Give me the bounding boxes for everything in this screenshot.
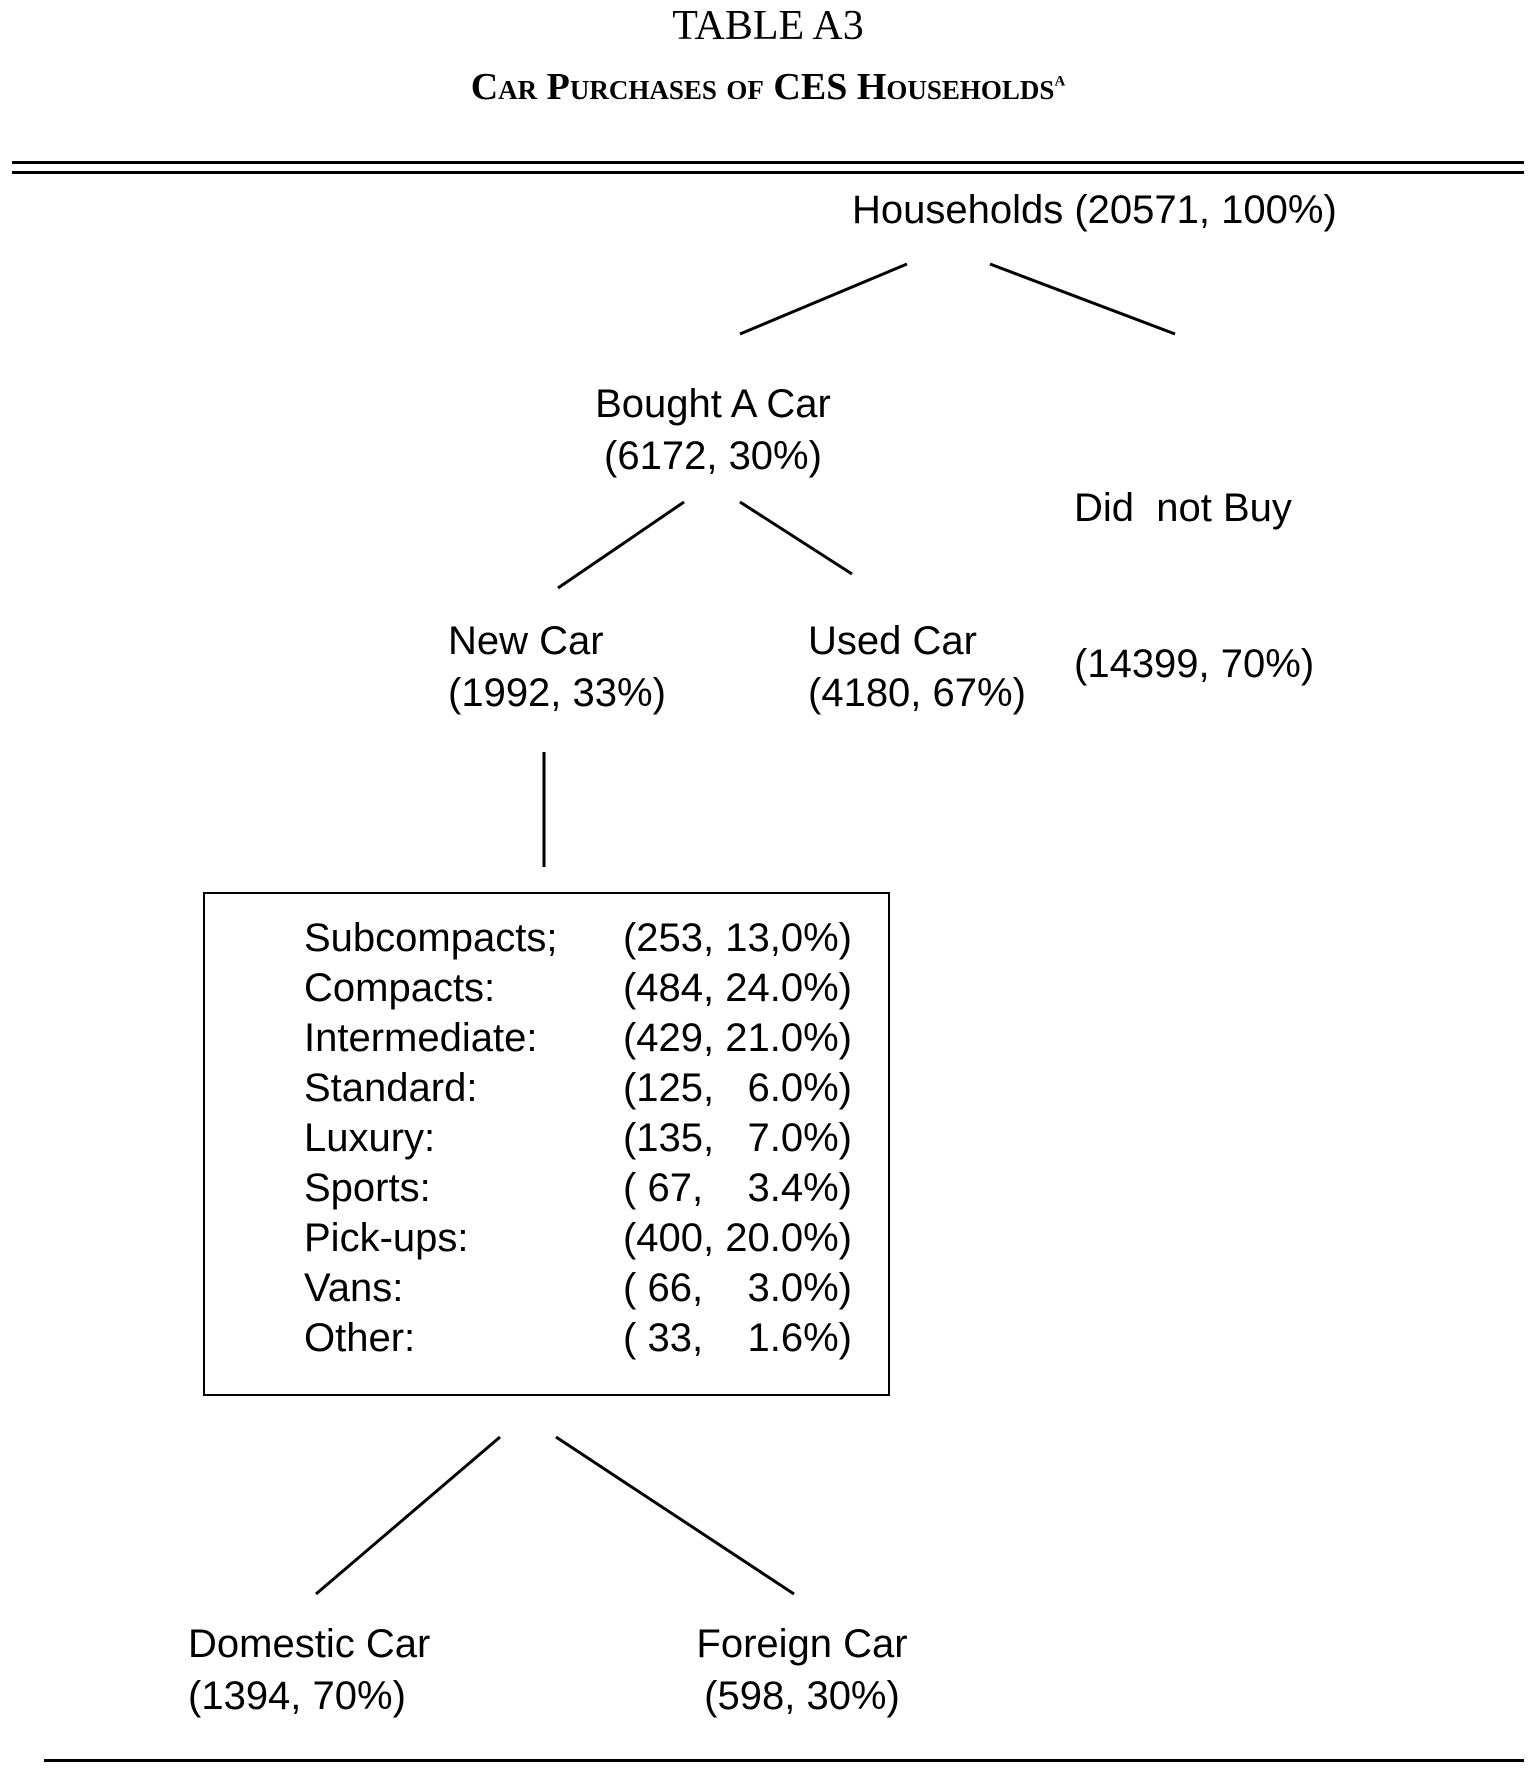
category-label: Sports: bbox=[304, 1166, 431, 1210]
node-bought-a-car: Bought A Car (6172, 30%) bbox=[570, 378, 856, 482]
category-label: Vans: bbox=[304, 1266, 404, 1310]
category-label: Subcompacts; bbox=[304, 916, 558, 960]
category-value: (484, 24.0%) bbox=[622, 966, 852, 1010]
category-row: Other: ( 33, 1.6%) bbox=[205, 1313, 892, 1363]
car-category-box: Subcompacts; (253, 13,0%) Compacts: (484… bbox=[203, 892, 890, 1396]
top-rule-1 bbox=[12, 161, 1524, 164]
foreign-value: (598, 30%) bbox=[704, 1674, 900, 1718]
node-foreign-car: Foreign Car (598, 30%) bbox=[684, 1618, 920, 1722]
domestic-value: (1394, 70%) bbox=[188, 1674, 406, 1718]
used-car-value: (4180, 67%) bbox=[808, 671, 1026, 715]
edge-bought-used bbox=[739, 500, 853, 576]
category-value: ( 66, 3.0%) bbox=[623, 1266, 852, 1310]
category-row: Pick-ups: (400, 20.0%) bbox=[205, 1213, 892, 1263]
category-label: Intermediate: bbox=[304, 1016, 538, 1060]
node-domestic-car: Domestic Car (1394, 70%) bbox=[188, 1618, 430, 1722]
table-title: TABLE A3 bbox=[672, 3, 864, 49]
category-label: Luxury: bbox=[304, 1116, 436, 1160]
node-households: Households (20571, 100%) bbox=[852, 184, 1337, 236]
edge-categories-foreign bbox=[555, 1435, 795, 1596]
node-new-car: New Car (1992, 33%) bbox=[448, 615, 666, 719]
category-row: Compacts: (484, 24.0%) bbox=[205, 963, 892, 1013]
category-value: ( 33, 1.6%) bbox=[623, 1316, 852, 1360]
table-subtitle: Car Purchases of CES Householdsa bbox=[0, 64, 1536, 110]
category-label: Other: bbox=[304, 1316, 416, 1360]
top-rule-2 bbox=[12, 171, 1524, 174]
did-not-buy-value: (14399, 70%) bbox=[1074, 642, 1315, 686]
node-used-car: Used Car (4180, 67%) bbox=[808, 615, 1026, 719]
category-row: Subcompacts; (253, 13,0%) bbox=[205, 913, 892, 963]
households-label: Households (20571, 100%) bbox=[852, 188, 1337, 232]
edge-root-didnotbuy bbox=[989, 262, 1176, 336]
foreign-label: Foreign Car bbox=[696, 1622, 908, 1666]
category-row: Luxury: (135, 7.0%) bbox=[205, 1113, 892, 1163]
category-value: (135, 7.0%) bbox=[622, 1116, 852, 1160]
category-value: (429, 21.0%) bbox=[622, 1016, 852, 1060]
category-label: Pick-ups: bbox=[304, 1216, 469, 1260]
category-row: Vans: ( 66, 3.0%) bbox=[205, 1263, 892, 1313]
bottom-rule bbox=[44, 1759, 1524, 1762]
new-car-value: (1992, 33%) bbox=[448, 671, 666, 715]
domestic-label: Domestic Car bbox=[188, 1622, 431, 1666]
category-value: (253, 13,0%) bbox=[622, 916, 852, 960]
category-label: Standard: bbox=[304, 1066, 478, 1110]
bought-label: Bought A Car bbox=[595, 382, 831, 426]
used-car-label: Used Car bbox=[808, 619, 977, 663]
category-value: (400, 20.0%) bbox=[622, 1216, 852, 1260]
did-not-buy-label: Did not Buy bbox=[1074, 486, 1292, 530]
edge-bought-new bbox=[557, 500, 685, 590]
category-label: Compacts: bbox=[304, 966, 496, 1010]
category-value: ( 67, 3.4%) bbox=[623, 1166, 852, 1210]
footnote-marker: a bbox=[1054, 65, 1066, 91]
edge-root-bought bbox=[739, 262, 908, 336]
category-row: Sports: ( 67, 3.4%) bbox=[205, 1163, 892, 1213]
subtitle-text: Car Purchases of CES Households bbox=[470, 66, 1055, 108]
category-row: Standard: (125, 6.0%) bbox=[205, 1063, 892, 1113]
edge-categories-domestic bbox=[315, 1435, 501, 1596]
category-value: (125, 6.0%) bbox=[622, 1066, 852, 1110]
node-did-not-buy: Did not Buy (14399, 70%) bbox=[1074, 378, 1314, 742]
new-car-label: New Car bbox=[448, 619, 604, 663]
bought-value: (6172, 30%) bbox=[604, 434, 822, 478]
category-row: Intermediate: (429, 21.0%) bbox=[205, 1013, 892, 1063]
